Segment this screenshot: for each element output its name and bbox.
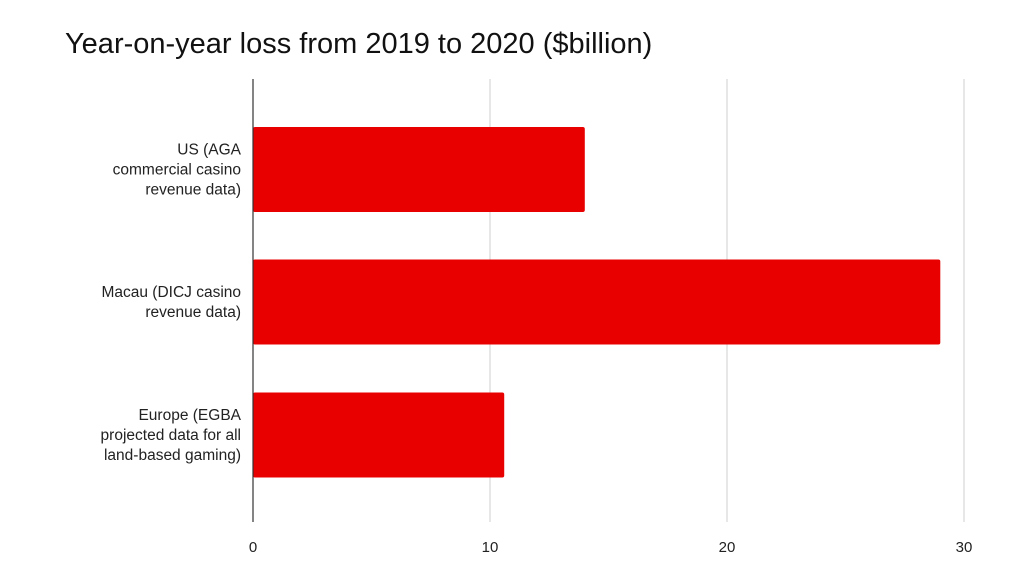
category-label-line: revenue data): [145, 182, 241, 199]
category-label-line: projected data for all: [101, 427, 241, 444]
x-tick-label: 0: [249, 539, 257, 556]
x-tick-label: 20: [719, 539, 736, 556]
category-label: US (AGA commercial casino revenue data): [113, 142, 242, 199]
category-label: Europe (EGBA projected data for all land-b…: [101, 407, 242, 464]
category-label: Macau (DICJ casino revenue data): [101, 284, 241, 321]
chart-title: Year-on-year loss from 2019 to 2020 ($bi…: [65, 28, 652, 60]
x-tick-label: 30: [956, 539, 973, 556]
category-label-line: land-based gaming): [104, 447, 241, 464]
category-label-line: revenue data): [145, 304, 241, 321]
bar: [253, 392, 505, 478]
category-label-line: commercial casino: [113, 162, 241, 179]
category-label-line: Macau (DICJ casino: [101, 284, 241, 301]
category-label-line: US (AGA: [177, 142, 241, 159]
bar: [253, 259, 941, 345]
category-label-line: Europe (EGBA: [138, 407, 241, 424]
x-tick-label: 10: [482, 539, 499, 556]
bar: [253, 127, 585, 212]
